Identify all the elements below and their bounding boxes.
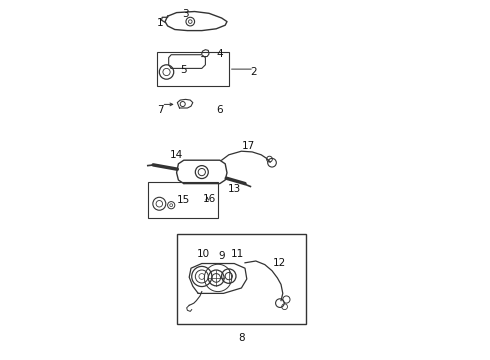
Text: 17: 17 (242, 141, 255, 151)
Text: 11: 11 (231, 249, 245, 259)
Text: 7: 7 (157, 105, 164, 115)
Text: 13: 13 (227, 184, 241, 194)
Text: 5: 5 (180, 65, 187, 75)
Text: 1: 1 (157, 18, 164, 28)
Text: 9: 9 (218, 251, 225, 261)
Bar (176, 234, 306, 324)
Text: 16: 16 (202, 194, 216, 204)
Bar (148, 182, 218, 218)
Bar (157, 52, 229, 86)
Text: 8: 8 (238, 333, 245, 343)
Text: 4: 4 (217, 49, 223, 59)
Text: 2: 2 (251, 67, 257, 77)
Text: 15: 15 (177, 195, 191, 205)
Text: 10: 10 (197, 249, 210, 259)
Text: 14: 14 (170, 150, 183, 160)
Text: 6: 6 (217, 105, 223, 115)
Text: 12: 12 (272, 258, 286, 268)
Text: 3: 3 (182, 9, 189, 19)
